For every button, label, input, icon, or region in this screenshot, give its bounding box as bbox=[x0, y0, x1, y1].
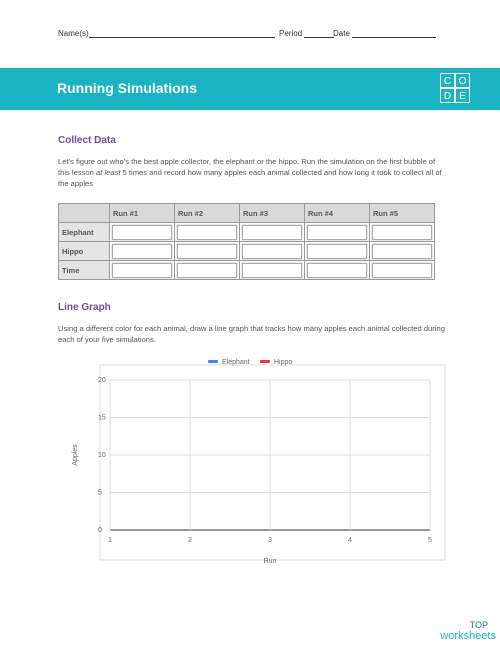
legend-label: Hippo bbox=[274, 359, 292, 366]
input-box bbox=[242, 243, 302, 259]
input-box bbox=[177, 243, 237, 259]
y-tick-label: 20 bbox=[98, 377, 106, 384]
input-cell bbox=[109, 241, 175, 261]
column-header: Run #1 bbox=[109, 203, 175, 223]
y-tick-label: 10 bbox=[98, 452, 106, 459]
input-cell bbox=[109, 260, 175, 280]
row-label: Elephant bbox=[58, 222, 110, 242]
name-label: Name(s) bbox=[58, 29, 89, 38]
input-cell bbox=[174, 260, 240, 280]
y-axis-label: Apples bbox=[72, 444, 79, 466]
text: 5 times and record how many apples each … bbox=[58, 168, 442, 188]
input-cell bbox=[369, 260, 435, 280]
legend-label: Elephant bbox=[222, 359, 250, 366]
column-header: Run #5 bbox=[369, 203, 435, 223]
input-cell bbox=[109, 222, 175, 242]
input-box bbox=[242, 262, 302, 278]
x-tick-label: 4 bbox=[348, 537, 352, 544]
date-label: Date bbox=[333, 29, 350, 38]
banner bbox=[0, 68, 500, 110]
text: Let’s figure out who’s the best apple co… bbox=[58, 157, 436, 177]
emphasis: at least bbox=[96, 168, 121, 177]
column-header: Run #3 bbox=[239, 203, 305, 223]
input-box bbox=[307, 262, 367, 278]
section-heading: Collect Data bbox=[58, 135, 116, 146]
input-cell bbox=[304, 222, 370, 242]
row-label: Time bbox=[58, 260, 110, 280]
input-cell bbox=[239, 222, 305, 242]
input-cell bbox=[239, 241, 305, 261]
input-box bbox=[307, 243, 367, 259]
logo-letter: O bbox=[455, 73, 470, 88]
date-field: Date bbox=[333, 29, 437, 38]
table-row: Time bbox=[58, 260, 435, 280]
column-header: Run #2 bbox=[174, 203, 240, 223]
input-cell bbox=[304, 241, 370, 261]
input-box bbox=[112, 224, 172, 240]
input-cell bbox=[304, 260, 370, 280]
input-box bbox=[372, 262, 432, 278]
legend-swatch bbox=[260, 360, 270, 363]
input-box bbox=[112, 243, 172, 259]
x-tick-label: 2 bbox=[188, 537, 192, 544]
input-box bbox=[372, 224, 432, 240]
logo-letter: C bbox=[440, 73, 455, 88]
name-field: Name(s) bbox=[58, 29, 275, 38]
period-label: Period bbox=[279, 29, 303, 38]
data-table: Run #1 Run #2 Run #3 Run #4 Run #5 Elephant Hi… bbox=[58, 203, 435, 280]
logo-letter: D bbox=[440, 88, 455, 103]
input-box bbox=[307, 224, 367, 240]
brand: worksheets bbox=[440, 630, 496, 642]
x-tick-label: 3 bbox=[268, 537, 272, 544]
x-axis-label: Run bbox=[264, 558, 277, 565]
input-cell bbox=[369, 222, 435, 242]
y-tick-label: 0 bbox=[98, 527, 102, 534]
input-cell bbox=[174, 241, 240, 261]
input-cell bbox=[239, 260, 305, 280]
input-box bbox=[242, 224, 302, 240]
chart-frame bbox=[99, 364, 446, 561]
brand: TOP bbox=[469, 620, 488, 630]
x-tick-label: 5 bbox=[428, 537, 432, 544]
x-tick-label: 1 bbox=[108, 537, 112, 544]
input-box bbox=[372, 243, 432, 259]
y-tick-label: 5 bbox=[98, 489, 102, 496]
row-label: Hippo bbox=[58, 241, 110, 261]
input-box bbox=[177, 262, 237, 278]
column-header: Run #4 bbox=[304, 203, 370, 223]
corner-cell bbox=[58, 203, 110, 223]
chart: 0 5 10 15 20 1 2 3 4 5 Run Apples Elephant Hippo bbox=[72, 359, 446, 565]
period-field: Period bbox=[279, 29, 335, 38]
input-cell bbox=[174, 222, 240, 242]
table-row: Elephant bbox=[58, 222, 435, 242]
paragraph: Let’s figure out who’s the best apple co… bbox=[58, 156, 448, 189]
input-cell bbox=[369, 241, 435, 261]
logo-letter: E bbox=[455, 88, 470, 103]
y-tick-label: 15 bbox=[98, 414, 106, 421]
section-heading: Line Graph bbox=[58, 302, 111, 313]
banner-title: Running Simulations bbox=[57, 80, 197, 96]
paragraph: Using a different color for each animal,… bbox=[58, 324, 445, 344]
input-box bbox=[112, 262, 172, 278]
table-row: Hippo bbox=[58, 241, 435, 261]
header-row: Run #1 Run #2 Run #3 Run #4 Run #5 bbox=[58, 203, 435, 223]
input-box bbox=[177, 224, 237, 240]
legend-swatch bbox=[208, 360, 218, 363]
